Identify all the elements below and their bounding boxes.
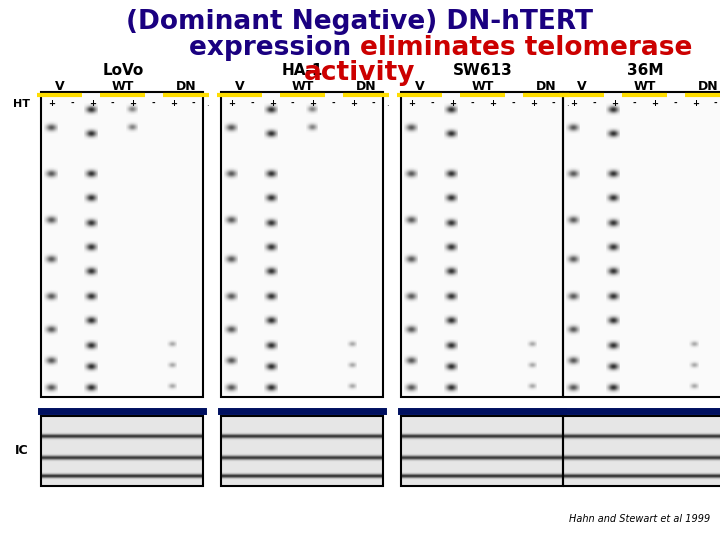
Text: -: -	[552, 99, 555, 108]
Text: +: +	[130, 99, 136, 108]
Text: DN: DN	[536, 80, 557, 93]
Text: .: .	[387, 99, 389, 108]
Text: +: +	[89, 99, 96, 108]
Text: -: -	[372, 99, 375, 108]
Text: DN: DN	[356, 80, 377, 93]
Text: +: +	[692, 99, 699, 108]
Text: +: +	[228, 99, 235, 108]
Text: Hahn and Stewart et al 1999: Hahn and Stewart et al 1999	[569, 514, 710, 524]
Text: -: -	[633, 99, 636, 108]
Text: expression: expression	[189, 35, 360, 60]
Text: +: +	[408, 99, 415, 108]
Text: +: +	[570, 99, 577, 108]
Text: -: -	[593, 99, 596, 108]
Bar	[221, 92, 383, 397]
Text: V: V	[577, 80, 586, 93]
Bar	[401, 92, 563, 397]
Text: -: -	[471, 99, 474, 108]
Text: WT: WT	[472, 80, 494, 93]
Text: -: -	[511, 99, 515, 108]
Text: (Dominant Negative) DN-hTERT: (Dominant Negative) DN-hTERT	[127, 9, 593, 35]
Text: +: +	[170, 99, 177, 108]
Text: -: -	[251, 99, 254, 108]
Text: .: .	[567, 99, 569, 108]
Text: V: V	[415, 80, 424, 93]
Text: -: -	[291, 99, 294, 108]
Text: HA-1: HA-1	[282, 63, 323, 78]
Text: -: -	[431, 99, 434, 108]
Bar	[41, 92, 203, 397]
Text: IC: IC	[15, 444, 28, 457]
Text: +: +	[269, 99, 276, 108]
Text: V: V	[55, 80, 64, 93]
Text: activity: activity	[305, 60, 415, 86]
Text: -: -	[151, 99, 155, 108]
Bar	[221, 416, 383, 486]
Bar	[563, 416, 720, 486]
Bar	[41, 416, 203, 486]
Text: WT: WT	[112, 80, 134, 93]
Text: .: .	[207, 99, 209, 108]
Text: +: +	[530, 99, 537, 108]
Text: +: +	[611, 99, 618, 108]
Text: WT: WT	[634, 80, 656, 93]
Text: SW613: SW613	[453, 63, 513, 78]
Text: +: +	[449, 99, 456, 108]
Text: -: -	[673, 99, 677, 108]
Text: HT: HT	[13, 99, 30, 109]
Text: V: V	[235, 80, 244, 93]
Text: eliminates telomerase: eliminates telomerase	[360, 35, 693, 60]
Bar	[563, 92, 720, 397]
Text: +: +	[652, 99, 658, 108]
Text: +: +	[310, 99, 316, 108]
Text: 36M: 36M	[626, 63, 663, 78]
Bar	[401, 416, 563, 486]
Text: DN: DN	[176, 80, 197, 93]
Text: DN: DN	[698, 80, 719, 93]
Text: +: +	[490, 99, 496, 108]
Text: -: -	[111, 99, 114, 108]
Text: -: -	[714, 99, 717, 108]
Text: -: -	[71, 99, 74, 108]
Text: +: +	[48, 99, 55, 108]
Text: +: +	[350, 99, 357, 108]
Text: -: -	[192, 99, 195, 108]
Text: LoVo: LoVo	[102, 63, 143, 78]
Text: -: -	[331, 99, 335, 108]
Text: WT: WT	[292, 80, 314, 93]
